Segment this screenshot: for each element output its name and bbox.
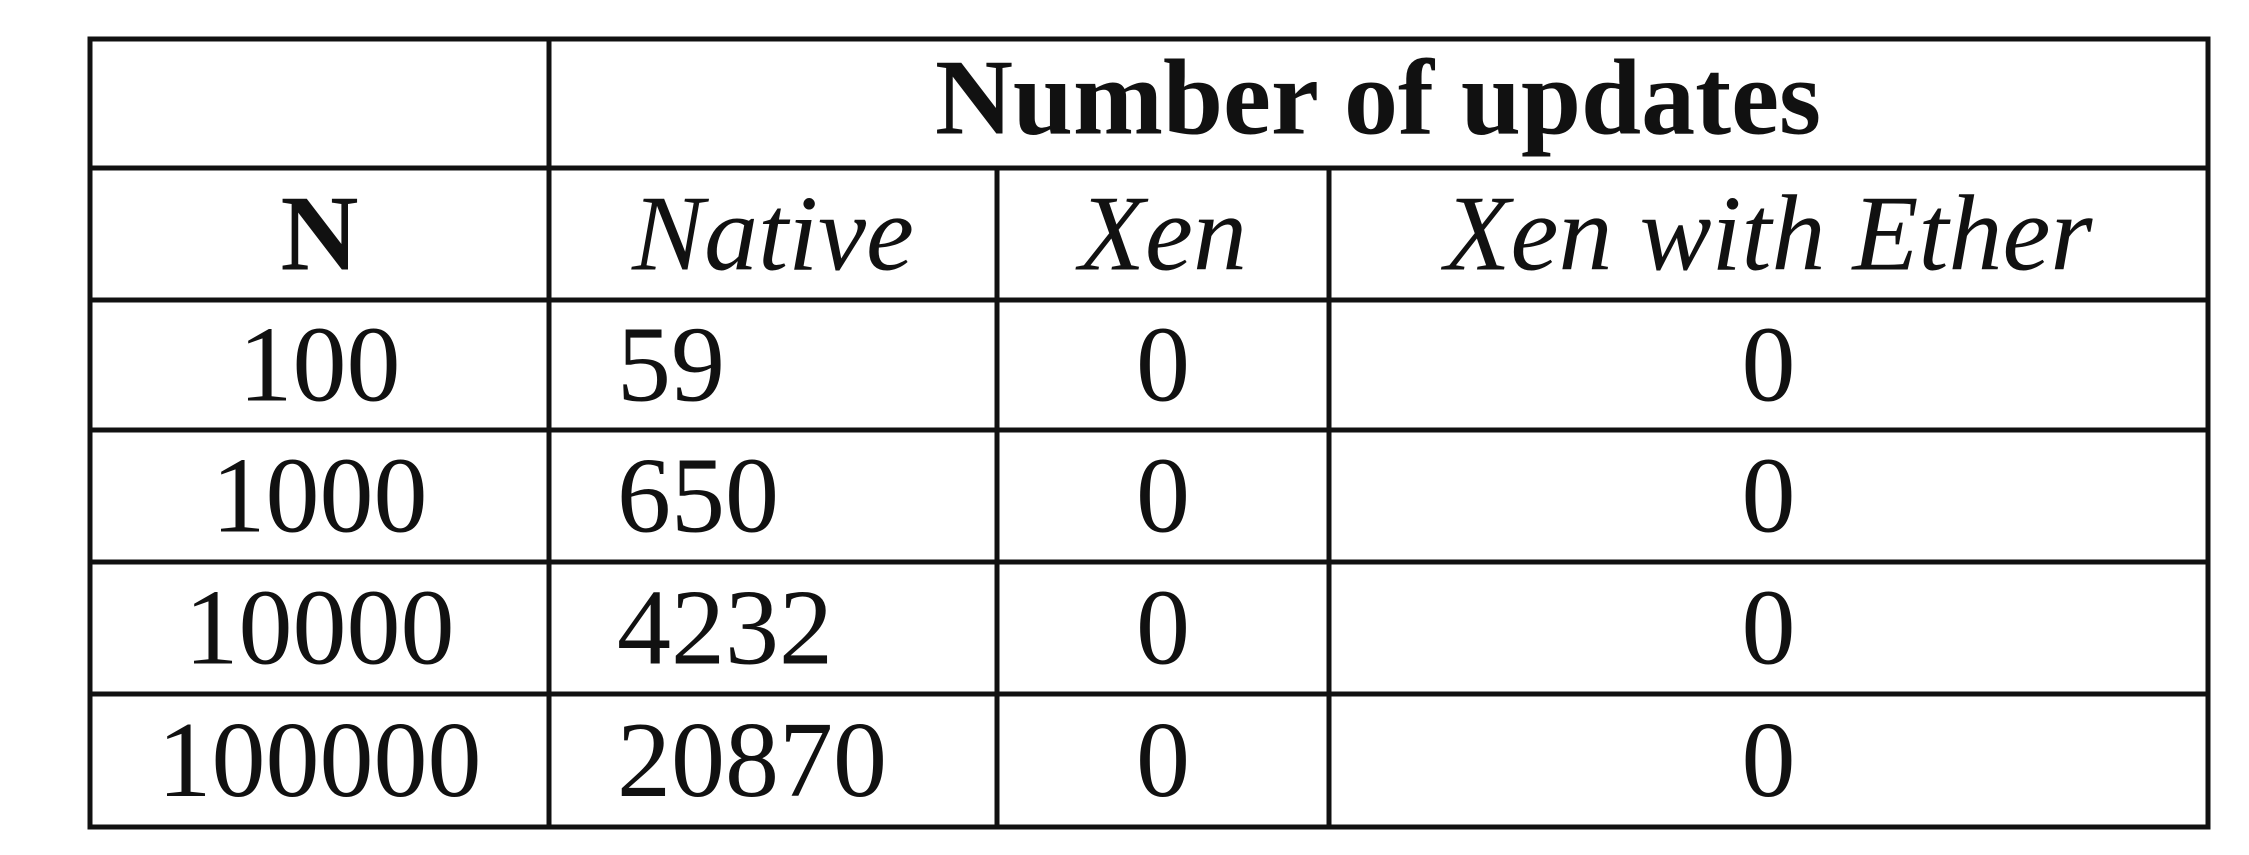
cell: 100 <box>239 306 401 425</box>
cell: 0 <box>1742 701 1796 820</box>
cell: 100000 <box>158 701 482 820</box>
cell: 650 <box>617 437 779 556</box>
group-header: Number of updates <box>935 39 1821 158</box>
cell: 59 <box>617 306 725 425</box>
column-header: Native <box>631 175 914 294</box>
cell: 0 <box>1742 437 1796 556</box>
cell: 1000 <box>212 437 428 556</box>
cell: 0 <box>1136 569 1190 688</box>
cell: 0 <box>1136 437 1190 556</box>
cell: 4232 <box>617 569 833 688</box>
cell: 0 <box>1136 306 1190 425</box>
column-header: N <box>281 175 359 294</box>
column-header: Xen <box>1075 175 1247 294</box>
cell: 0 <box>1136 701 1190 820</box>
cell: 0 <box>1742 306 1796 425</box>
cell: 10000 <box>185 569 455 688</box>
column-header: Xen with Ether <box>1441 175 2094 294</box>
cell: 0 <box>1742 569 1796 688</box>
cell: 20870 <box>617 701 887 820</box>
table-borders <box>87 36 2211 830</box>
